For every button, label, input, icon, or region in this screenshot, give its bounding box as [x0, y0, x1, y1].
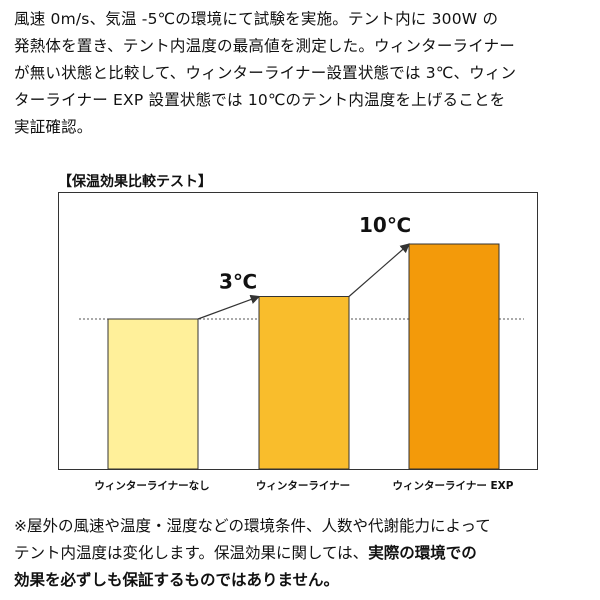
intro-line: 発熱体を置き、テント内温度の最高値を測定した。ウィンターライナー: [14, 37, 516, 55]
note-line: ※屋外の風速や温度・湿度などの環境条件、人数や代謝能力によって: [14, 517, 491, 535]
x-axis-labels: ウィンターライナーなし ウィンターライナー ウィンターライナー EXP: [58, 478, 538, 494]
note-line-bold: 効果を必ずしも保証するものではありません。: [14, 571, 340, 589]
x-tick-label: ウィンターライナー: [255, 480, 351, 492]
intro-text: 風速 0m/s、気温 -5℃の環境にて試験を実施。テント内に 300W の 発熱…: [14, 6, 589, 141]
chart-plot: 3℃ 10℃: [79, 213, 524, 469]
x-tick-label: ウィンターライナーなし: [94, 480, 210, 492]
x-tick-label: ウィンターライナー EXP: [392, 480, 514, 492]
chart-title: 【保温効果比較テスト】: [58, 174, 212, 190]
bar: [408, 243, 500, 469]
bar: [107, 318, 199, 469]
intro-line: 風速 0m/s、気温 -5℃の環境にて試験を実施。テント内に 300W の: [14, 10, 499, 28]
note-line-normal: テント内温度は変化します。保温効果に関しては、: [14, 544, 369, 562]
disclaimer-note: ※屋外の風速や温度・湿度などの環境条件、人数や代謝能力によって テント内温度は変…: [14, 513, 589, 594]
increase-arrow: [348, 243, 410, 297]
bar: [258, 296, 350, 469]
intro-line: 実証確認。: [14, 118, 93, 136]
intro-line: ターライナー EXP 設置状態では 10℃のテント内温度を上げることを: [14, 91, 506, 109]
note-line-bold: 実際の環境での: [368, 544, 477, 562]
intro-line: が無い状態と比較して、ウィンターライナー設置状態では 3℃、ウィン: [14, 64, 517, 82]
data-label: 3℃: [219, 270, 257, 294]
increase-arrow: [197, 294, 261, 320]
note-line: テント内温度は変化します。保温効果に関しては、実際の環境での: [14, 540, 589, 567]
chart-frame: 3℃ 10℃: [58, 192, 538, 470]
data-label: 10℃: [359, 213, 411, 237]
